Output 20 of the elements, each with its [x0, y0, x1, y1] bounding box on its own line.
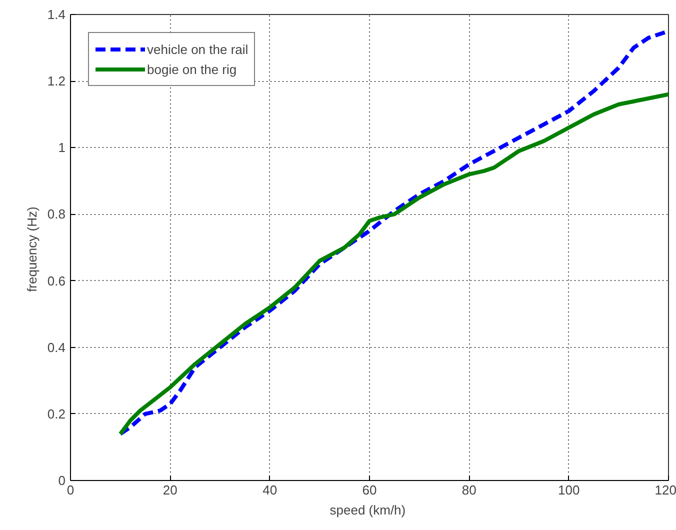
- x-tick-label: 100: [558, 482, 580, 498]
- y-tick-label: 0.6: [47, 273, 66, 288]
- line-series: [118, 29, 668, 436]
- y-axis-title: frequency (Hz): [24, 206, 40, 292]
- x-tick-label: 120: [654, 482, 676, 498]
- x-tick-label: 40: [262, 482, 278, 498]
- y-tick-label: 1: [58, 140, 66, 156]
- y-tick-label: 1.2: [47, 74, 66, 89]
- x-tick-label: 80: [462, 482, 476, 498]
- legend-label: vehicle on the rail: [147, 42, 248, 56]
- x-tick-label: 60: [362, 482, 377, 498]
- x-axis-title: speed (km/h): [330, 502, 406, 518]
- y-tick-label: 0.2: [47, 406, 66, 422]
- y-tick-label: 0.8: [47, 206, 66, 222]
- y-tick-label: 1.4: [47, 7, 66, 22]
- line-series: [118, 92, 668, 436]
- legend-label: bogie on the rig: [147, 62, 237, 76]
- x-tick-label: 20: [162, 482, 178, 498]
- y-tick-label: 0: [58, 473, 66, 488]
- y-tick-label: 0.4: [47, 340, 66, 355]
